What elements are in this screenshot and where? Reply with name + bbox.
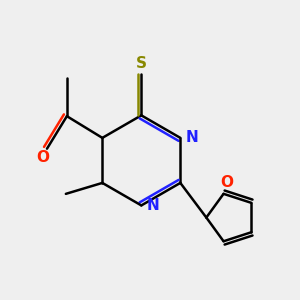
Text: N: N bbox=[185, 130, 198, 146]
Text: O: O bbox=[220, 176, 233, 190]
Text: O: O bbox=[36, 150, 49, 165]
Text: S: S bbox=[136, 56, 147, 71]
Text: N: N bbox=[146, 198, 159, 213]
